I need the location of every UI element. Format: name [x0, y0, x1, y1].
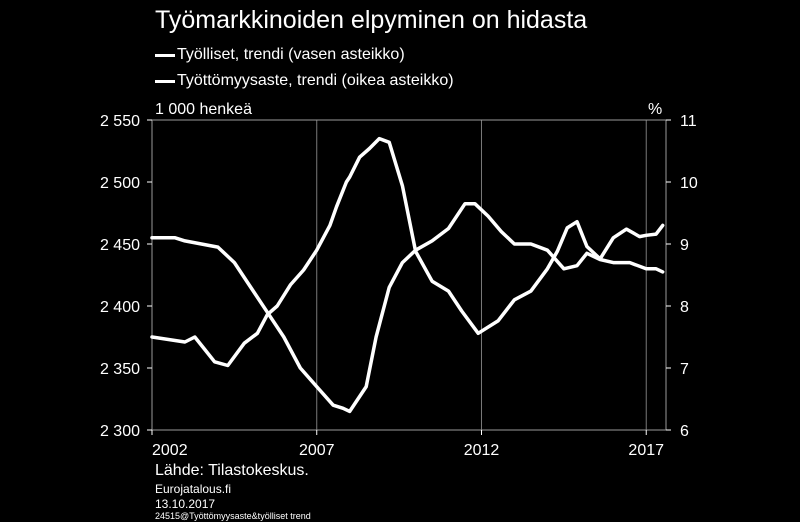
file-reference: 24515@Työttömyysaste&työlliset trend	[155, 511, 311, 521]
left-tick-label: 2 450	[100, 237, 140, 254]
left-tick-label: 2 300	[100, 423, 140, 440]
legend-label-employed: Työlliset, trendi (vasen asteikko)	[177, 46, 405, 63]
legend-item-unemployment: Työttömyysaste, trendi (oikea asteikko)	[155, 72, 454, 90]
legend-item-employed: Työlliset, trendi (vasen asteikko)	[155, 46, 405, 64]
plot-frame	[151, 119, 667, 431]
legend-swatch-unemployment	[155, 79, 175, 83]
series-line-employed	[150, 136, 665, 368]
publisher-label: Eurojatalous.fi	[155, 482, 232, 496]
chart-title: Työmarkkinoiden elpyminen on hidasta	[155, 6, 588, 34]
series-line-unemployment	[150, 201, 665, 414]
x-tick-label: 2007	[299, 442, 335, 459]
x-tick-label: 2017	[628, 442, 664, 459]
right-tick-label: 11	[680, 113, 697, 130]
line-chart: 2 300 2 350 2 400 2 450 2 500 2 550 6 7 8 9 10 11 20…	[100, 113, 698, 459]
x-tick-label: 2012	[464, 442, 500, 459]
legend-label-unemployment: Työttömyysaste, trendi (oikea asteikko)	[177, 72, 454, 89]
right-tick-label: 6	[680, 423, 689, 440]
source-note: Lähde: Tilastokeskus.	[155, 462, 309, 479]
left-tick-label: 2 350	[100, 361, 140, 378]
legend-swatch-employed	[155, 53, 175, 57]
right-tick-label: 8	[680, 299, 689, 316]
left-tick-label: 2 550	[100, 113, 140, 130]
right-tick-label: 10	[680, 175, 698, 192]
right-tick-label: 9	[680, 237, 689, 254]
right-tick-label: 7	[680, 361, 689, 378]
right-axis-unit: %	[648, 101, 663, 118]
left-tick-label: 2 500	[100, 175, 140, 192]
x-tick-label: 2002	[152, 442, 188, 459]
left-axis-unit: 1 000 henkeä	[155, 101, 252, 118]
left-tick-label: 2 400	[100, 299, 140, 316]
date-label: 13.10.2017	[155, 497, 216, 511]
